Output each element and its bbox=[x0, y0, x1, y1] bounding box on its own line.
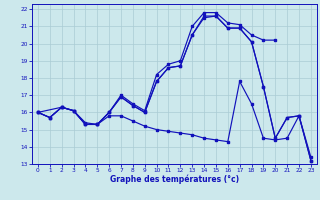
X-axis label: Graphe des températures (°c): Graphe des températures (°c) bbox=[110, 175, 239, 184]
